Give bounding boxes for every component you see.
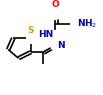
Text: S: S	[28, 26, 34, 35]
Text: O: O	[52, 0, 59, 9]
Text: HN: HN	[38, 30, 53, 39]
Text: N: N	[57, 41, 65, 50]
Text: NH$_2$: NH$_2$	[77, 18, 97, 30]
